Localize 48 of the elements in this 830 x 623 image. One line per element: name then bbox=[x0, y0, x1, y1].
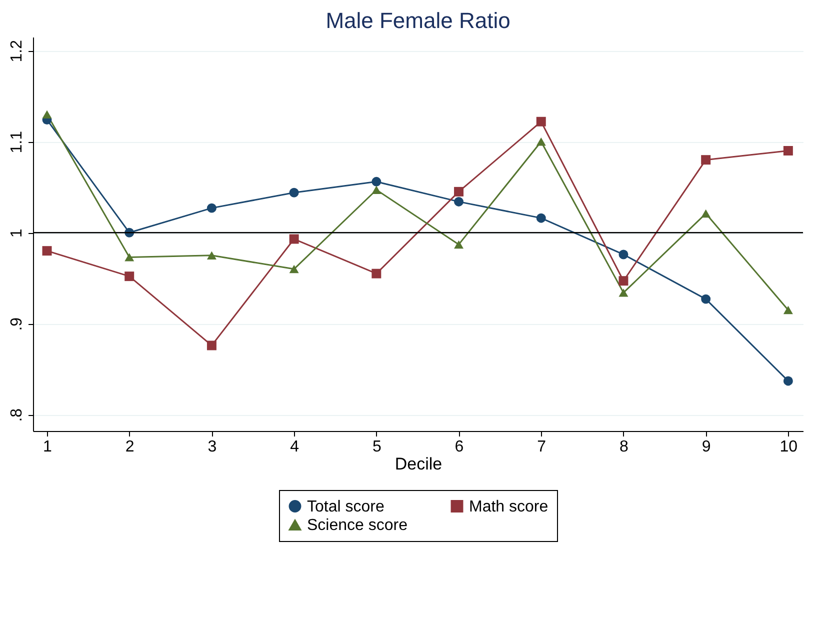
point bbox=[289, 188, 299, 198]
point bbox=[206, 340, 216, 350]
point bbox=[372, 268, 382, 278]
point bbox=[536, 138, 546, 146]
x-tick-label: 2 bbox=[125, 438, 134, 456]
point bbox=[701, 155, 711, 165]
y-tick-label: 1 bbox=[8, 228, 26, 238]
point bbox=[701, 209, 711, 218]
x-tick-label: 5 bbox=[372, 438, 382, 456]
point bbox=[42, 110, 52, 118]
x-tick-label: 8 bbox=[620, 438, 629, 456]
point bbox=[124, 272, 134, 282]
point bbox=[536, 213, 546, 223]
y-tick-label: .9 bbox=[8, 317, 26, 331]
point bbox=[289, 234, 299, 244]
point bbox=[783, 306, 793, 314]
x-axis-title: Decile bbox=[394, 454, 442, 474]
point bbox=[206, 251, 216, 260]
x-tick-label: 1 bbox=[43, 438, 52, 456]
y-tick-label: .8 bbox=[8, 408, 26, 422]
point bbox=[536, 116, 546, 126]
point bbox=[206, 203, 216, 213]
point bbox=[618, 288, 628, 297]
point bbox=[454, 186, 464, 196]
chart-title: Male Female Ratio bbox=[326, 8, 510, 33]
legend-label: Science score bbox=[307, 517, 408, 534]
point bbox=[454, 196, 464, 206]
x-tick-label: 3 bbox=[208, 438, 217, 456]
point bbox=[42, 246, 52, 256]
point bbox=[783, 376, 793, 386]
x-tick-label: 7 bbox=[537, 438, 546, 456]
x-tick-label: 4 bbox=[290, 438, 300, 456]
y-tick-label: 1.1 bbox=[8, 130, 26, 154]
point bbox=[372, 186, 382, 194]
point bbox=[701, 294, 711, 304]
point bbox=[289, 264, 299, 274]
point bbox=[618, 276, 628, 286]
x-tick-label: 10 bbox=[780, 438, 798, 456]
y-tick-label: 1.2 bbox=[8, 40, 26, 62]
x-tick-label: 6 bbox=[454, 438, 464, 456]
legend-label: Math score bbox=[469, 498, 548, 516]
x-tick-label: 9 bbox=[702, 438, 711, 456]
point bbox=[372, 176, 382, 186]
point bbox=[124, 253, 134, 262]
point bbox=[454, 240, 464, 249]
point bbox=[618, 250, 628, 260]
legend-label: Total score bbox=[307, 498, 384, 516]
point bbox=[783, 146, 793, 156]
